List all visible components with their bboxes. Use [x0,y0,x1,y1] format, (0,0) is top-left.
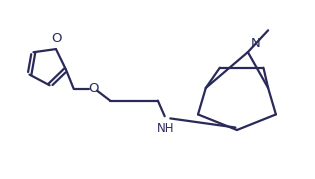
Text: N: N [250,37,260,50]
Text: NH: NH [157,122,175,135]
Text: O: O [51,32,62,45]
Text: O: O [88,82,98,95]
